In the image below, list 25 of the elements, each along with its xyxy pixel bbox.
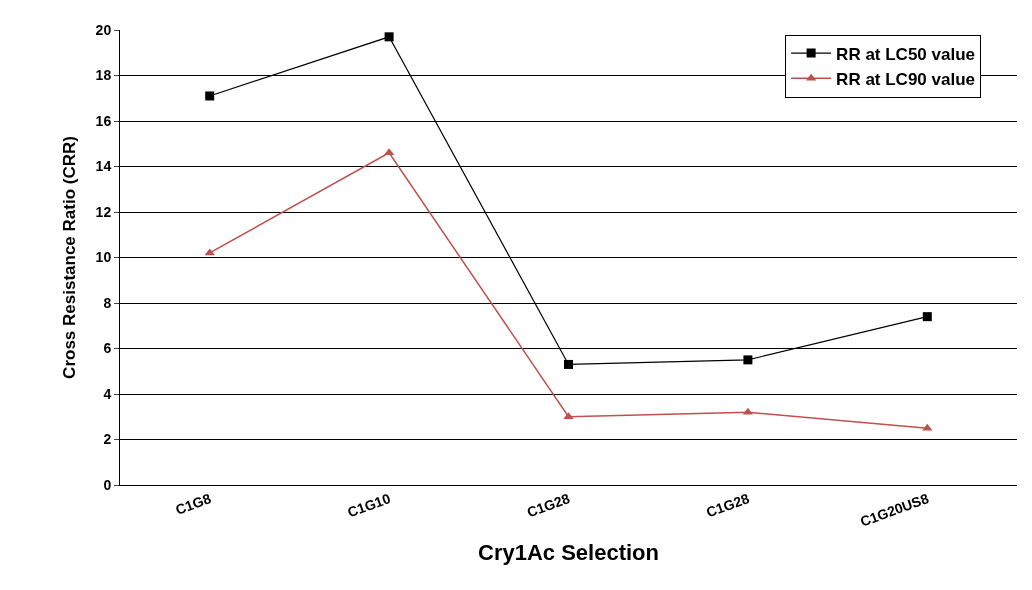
- y-tick-label: 4: [103, 385, 112, 402]
- point: [205, 91, 215, 101]
- y-tick-label: 6: [103, 340, 112, 357]
- y-axis-title: Cross Resistance Ratio (CRR): [60, 136, 80, 379]
- y-tick-label: 10: [95, 249, 112, 266]
- y-tick-label: 18: [95, 67, 112, 84]
- y-tick-label: 2: [103, 431, 112, 448]
- y-tick-label: 20: [95, 21, 112, 38]
- y-tick-label: 12: [95, 203, 112, 220]
- point: [204, 248, 215, 256]
- legend-label: RR at LC50 value: [836, 44, 976, 64]
- y-tick-label: 14: [95, 158, 112, 175]
- legend-label: RR at LC90 value: [836, 69, 976, 89]
- x-tick-label: C1G28: [524, 490, 573, 521]
- y-tick-label: 0: [103, 476, 112, 493]
- point: [743, 355, 753, 365]
- y-tick-label: 16: [95, 112, 112, 129]
- point: [922, 312, 932, 322]
- x-tick-label: C1G8: [173, 490, 214, 518]
- point: [384, 32, 394, 42]
- point: [564, 359, 573, 369]
- y-tick-label: 8: [103, 294, 112, 311]
- x-axis-title: Cry1Ac Selection: [478, 539, 659, 565]
- x-tick-label: C1G10: [345, 490, 393, 521]
- x-tick-label: C1G28: [704, 490, 752, 521]
